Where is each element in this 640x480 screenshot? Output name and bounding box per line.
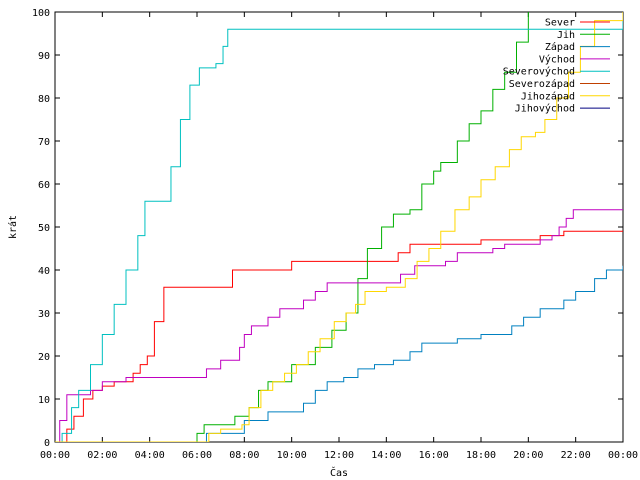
x-tick-label: 06:00: [182, 450, 212, 461]
y-tick-label: 40: [38, 266, 50, 277]
y-tick-label: 20: [38, 352, 50, 363]
x-tick-label: 02:00: [87, 450, 117, 461]
y-tick-label: 60: [38, 180, 50, 191]
y-tick-label: 30: [38, 309, 50, 320]
x-tick-label: 00:00: [40, 450, 70, 461]
series-line-zapad: [55, 265, 623, 442]
series-line-jih: [55, 12, 529, 442]
legend-label: Východ: [539, 53, 575, 65]
series-layer: [55, 12, 623, 442]
series-line-vychod: [55, 209, 623, 442]
y-tick-label: 100: [32, 8, 50, 19]
x-tick-label: 04:00: [135, 450, 165, 461]
y-tick-label: 10: [38, 395, 50, 406]
legend-label: Jihovýchod: [515, 103, 575, 115]
x-tick-label: 20:00: [513, 450, 543, 461]
y-tick-label: 70: [38, 137, 50, 148]
y-tick-label: 80: [38, 94, 50, 105]
x-axis-title: Čas: [330, 466, 348, 479]
x-tick-label: 16:00: [419, 450, 449, 461]
legend: SeverJihZápadVýchodSeverovýchodSeverozáp…: [503, 18, 610, 115]
x-tick-label: 12:00: [324, 450, 354, 461]
legend-label: Jihozápad: [521, 90, 575, 102]
x-tick-label: 22:00: [561, 450, 591, 461]
series-line-jihozapad: [55, 12, 623, 442]
y-tick-label: 50: [38, 223, 50, 234]
legend-label: Severovýchod: [503, 66, 575, 78]
y-tick-label: 90: [38, 51, 50, 62]
x-tick-label: 18:00: [466, 450, 496, 461]
series-line-sever: [55, 230, 623, 442]
series-line-severovychod: [55, 20, 623, 442]
x-tick-label: 00:00: [608, 450, 638, 461]
y-axis-title: krát: [7, 215, 19, 239]
legend-label: Jih: [557, 30, 575, 41]
legend-label: Sever: [545, 18, 575, 29]
legend-label: Severozápad: [509, 78, 575, 90]
x-tick-label: 10:00: [277, 450, 307, 461]
x-axis: 00:00 02:00 04:00 06:00 08:00 10:00 12:00 14:00…: [40, 12, 638, 461]
x-tick-label: 14:00: [371, 450, 401, 461]
legend-label: Západ: [545, 41, 575, 53]
y-tick-label: 0: [44, 438, 50, 449]
x-tick-label: 08:00: [229, 450, 259, 461]
